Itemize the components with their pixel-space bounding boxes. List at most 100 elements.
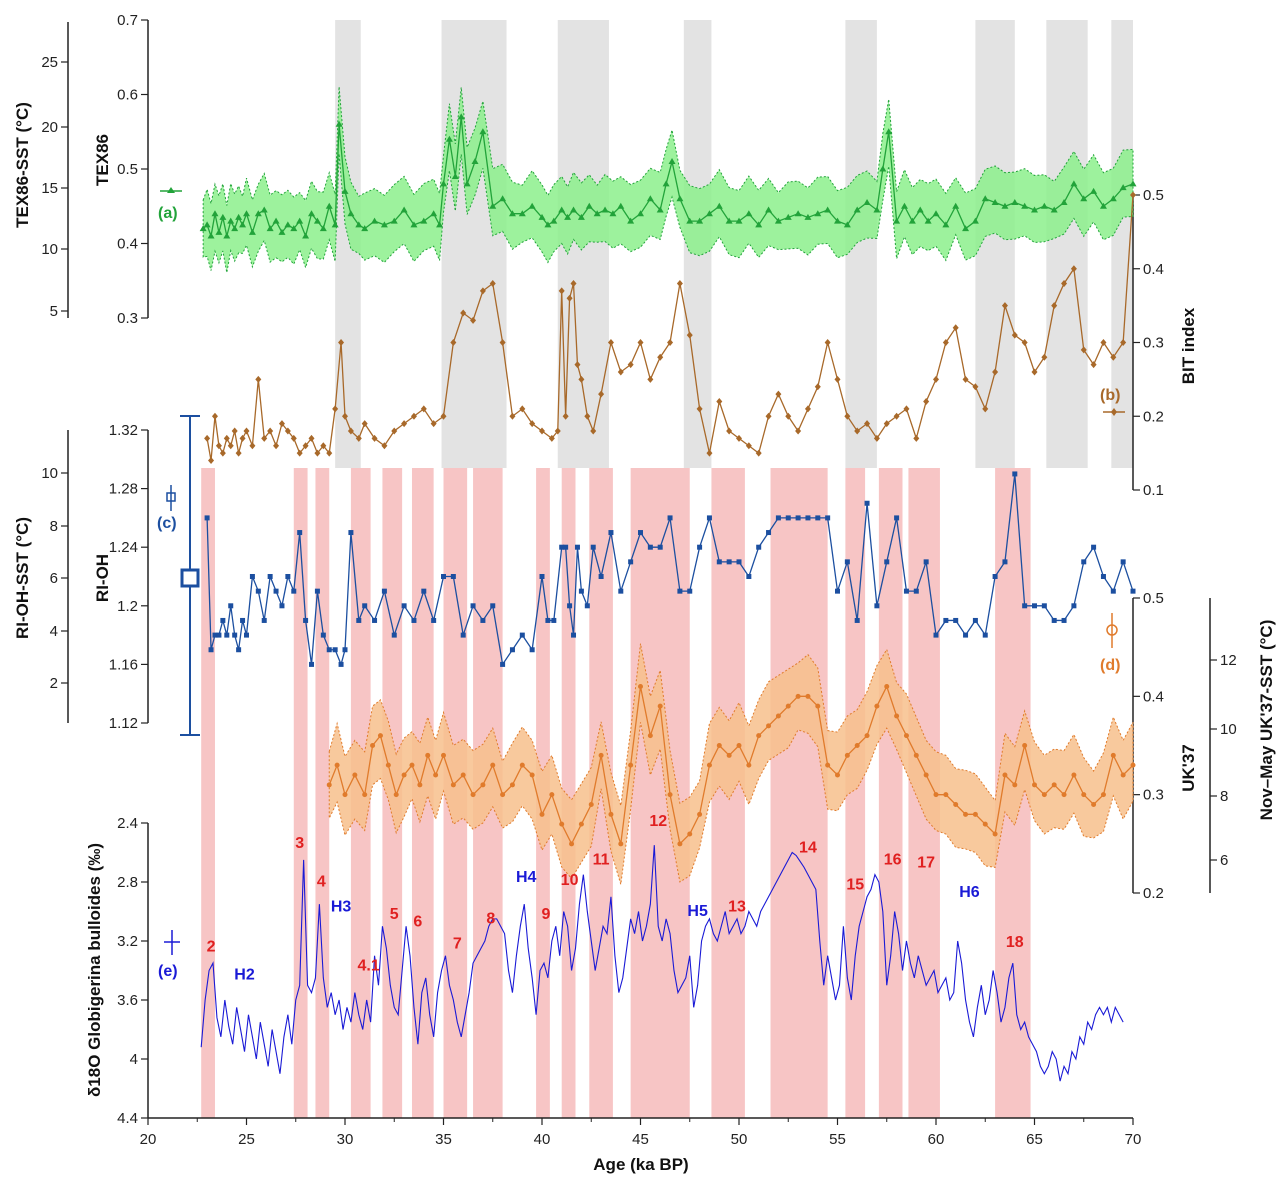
data-point-a <box>668 158 676 165</box>
data-point-d <box>401 772 407 778</box>
data-point-c <box>835 588 840 594</box>
data-point-b <box>391 427 398 435</box>
y-tick-label-d: 0.3 <box>1143 787 1164 804</box>
x-tick-label: 40 <box>534 1131 551 1148</box>
data-point-d <box>746 762 752 768</box>
data-point-d <box>697 811 703 817</box>
data-point-d <box>638 684 643 689</box>
data-point-a <box>1050 206 1058 213</box>
data-point-c <box>795 515 801 521</box>
data-point-d <box>972 811 978 817</box>
data-point-c <box>854 617 860 623</box>
data-point-d <box>450 782 456 788</box>
data-point-b <box>302 442 309 450</box>
data-point-a <box>227 217 235 224</box>
y-tick-label-d: 0.5 <box>1143 590 1164 607</box>
data-point-c <box>590 544 596 550</box>
event-label: 6 <box>413 913 422 930</box>
data-point-d <box>815 703 821 709</box>
data-point-c <box>618 588 624 594</box>
data-point-d <box>393 792 399 798</box>
data-point-a <box>577 213 585 220</box>
data-point-b <box>755 449 762 457</box>
series-line-b <box>206 194 1134 461</box>
data-point-d <box>982 821 988 827</box>
data-point-c <box>805 515 811 521</box>
data-point-c <box>933 632 939 638</box>
data-point-a <box>243 210 250 217</box>
data-point-d <box>1071 772 1077 778</box>
data-point-a <box>725 217 733 224</box>
data-point-b <box>775 390 782 398</box>
data-point-b <box>410 412 417 420</box>
data-point-b <box>440 412 447 420</box>
event-label: 4.1 <box>358 958 380 975</box>
data-point-b <box>1080 346 1087 354</box>
data-point-c <box>953 617 959 623</box>
data-point-d <box>1002 772 1008 778</box>
data-point-d <box>1110 752 1116 758</box>
pink-band <box>770 468 828 1118</box>
data-point-a <box>254 210 262 217</box>
axes-layer: 20 25 30 35 40 45 50 55 60 65 700.30.40.50.60.70.1… <box>41 12 1236 1148</box>
data-point-a <box>1001 202 1009 209</box>
data-point-a <box>325 202 333 209</box>
data-point-d <box>559 821 565 827</box>
event-label: 7 <box>453 935 462 952</box>
data-point-a <box>617 202 625 209</box>
data-point-c <box>657 544 663 550</box>
uncertainty-band-d <box>328 643 1134 885</box>
data-point-a <box>302 232 310 239</box>
data-point-d <box>884 684 890 689</box>
event-label: 8 <box>486 910 495 927</box>
data-point-b <box>1001 302 1008 310</box>
data-point-c <box>913 588 919 594</box>
y-tick-label-e: 4.4 <box>117 1110 138 1127</box>
data-point-a <box>908 217 916 224</box>
data-point-d <box>1012 782 1018 788</box>
data-point-a <box>715 202 723 209</box>
data-point-b <box>834 375 841 383</box>
data-point-b <box>824 339 831 346</box>
data-point-b <box>239 434 246 442</box>
data-point-d <box>549 792 555 798</box>
data-point-a <box>564 213 572 220</box>
event-label: 16 <box>884 851 902 868</box>
y-tick-label-b: 0.1 <box>1143 482 1164 499</box>
pink-band <box>201 468 215 1118</box>
x-tick-label: 45 <box>632 1131 649 1148</box>
data-point-b <box>554 427 561 435</box>
bit-error-marker <box>1111 408 1117 416</box>
x-tick-label: 25 <box>238 1131 255 1148</box>
data-point-b <box>284 427 291 435</box>
data-point-b <box>590 427 597 435</box>
data-point-b <box>460 309 467 317</box>
event-label: H6 <box>959 884 980 901</box>
data-point-a <box>601 206 609 213</box>
data-point-b <box>570 280 577 287</box>
data-point-b <box>804 405 811 413</box>
pink-band <box>315 468 330 1118</box>
data-point-a <box>284 221 292 228</box>
data-point-b <box>296 449 303 457</box>
data-point-c <box>884 559 890 565</box>
uk37-sst-axis-label: Nov–May UK'37-SST (°C) <box>1257 620 1276 821</box>
tex86-sst-axis-tick-label: 15 <box>41 180 58 197</box>
panel-label-b: (b) <box>1100 387 1120 404</box>
panel-label-e: (e) <box>158 963 178 980</box>
data-point-b <box>539 427 545 435</box>
data-point-a <box>863 199 871 206</box>
data-point-a <box>1090 187 1098 194</box>
data-point-d <box>490 762 496 768</box>
data-point-d <box>943 792 949 798</box>
data-point-c <box>314 588 320 594</box>
data-point-b <box>992 368 999 376</box>
data-point-b <box>450 339 457 346</box>
data-point-c <box>338 661 344 667</box>
x-tick-label: 65 <box>1026 1131 1043 1148</box>
data-point-b <box>598 390 605 398</box>
data-point-a <box>445 135 453 142</box>
data-point-d <box>529 772 535 778</box>
data-point-a <box>1080 195 1088 202</box>
data-point-c <box>1100 574 1106 579</box>
